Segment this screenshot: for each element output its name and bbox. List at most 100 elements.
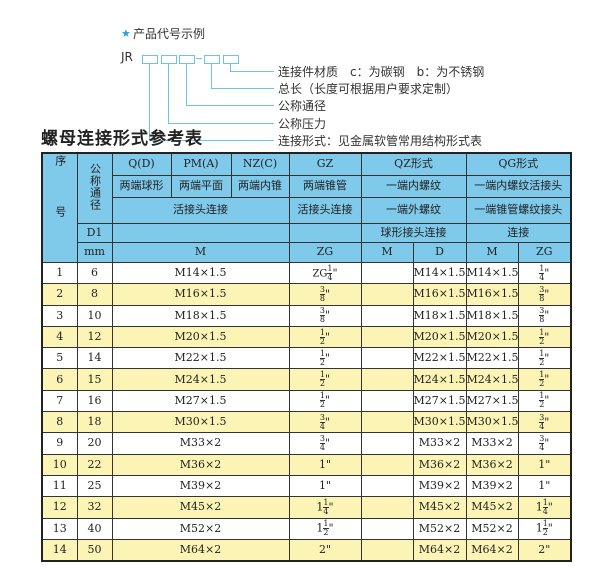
- cell-seq: 14: [41, 538, 78, 562]
- cell-zg: 1 2 ": [288, 389, 362, 413]
- header-desc: 一端内螺纹: [360, 175, 467, 198]
- cell-seq: 6: [41, 368, 78, 391]
- cell-qg-m: M30×1.5: [465, 411, 519, 434]
- cell-m: M20×1.5: [111, 325, 290, 349]
- cell-zg: 1 2 ": [288, 325, 362, 349]
- cell-seq: 12: [41, 496, 78, 519]
- cell-qg-zg: 1 4 ": [517, 261, 572, 285]
- cell-zg: 2": [288, 538, 362, 562]
- cell-qz-d: M36×2: [412, 453, 467, 476]
- cell-dn: 20: [76, 432, 113, 455]
- cell-m: M39×2: [111, 474, 290, 498]
- cell-zg: 3 4 ": [288, 411, 362, 434]
- table-row: 7 16 M27×1.5 1 2 " M27×1.5 M27×1.5 1 2 ": [41, 389, 572, 413]
- cell-m: M27×1.5: [111, 389, 290, 413]
- header-qg-m: M: [465, 242, 519, 263]
- header-seq: 序号: [41, 152, 78, 263]
- header-gz: GZ: [288, 152, 362, 176]
- cell-qz-m: [360, 517, 414, 540]
- cell-qz-m: [360, 496, 414, 519]
- cell-qg-zg: 1 1 2 ": [517, 517, 572, 540]
- cell-dn: 14: [76, 347, 113, 370]
- cell-qg-zg: 2": [517, 538, 572, 562]
- header-desc: 一端外螺纹: [360, 197, 467, 224]
- cell-seq: 8: [41, 411, 78, 434]
- cell-qg-m: M18×1.5: [465, 304, 519, 327]
- header-desc: 一端内螺纹活接头: [465, 175, 572, 198]
- cell-m: M33×2: [111, 432, 290, 455]
- header-zg: ZG: [288, 242, 362, 263]
- cell-dn: 40: [76, 517, 113, 540]
- header-empty: [288, 223, 362, 243]
- header-desc: 两端锥管: [288, 175, 362, 198]
- cell-dn: 50: [76, 538, 113, 562]
- cell-qg-zg: 1 2 ": [517, 347, 572, 370]
- cell-dn: 16: [76, 389, 113, 413]
- cell-m: M18×1.5: [111, 304, 290, 327]
- cell-qg-m: M36×2: [465, 453, 519, 476]
- code-box: [161, 55, 177, 64]
- header-pm: PM(A): [170, 152, 232, 176]
- header-desc: 两端内锥: [230, 175, 290, 198]
- cell-dn: 18: [76, 411, 113, 434]
- cell-qg-zg: 1": [517, 453, 572, 476]
- cell-qz-m: [360, 325, 414, 349]
- cell-qz-m: [360, 411, 414, 434]
- cell-dn: 25: [76, 474, 113, 498]
- code-box: [223, 55, 239, 64]
- cell-qz-m: [360, 538, 414, 562]
- cell-qg-m: M39×2: [465, 474, 519, 498]
- cell-qz-d: M14×1.5: [412, 261, 467, 285]
- table-row: 8 18 M30×1.5 3 4 " M30×1.5 M30×1.5 3 4 ": [41, 411, 572, 434]
- header-desc: 球形接头连接: [360, 223, 467, 243]
- cell-dn: 32: [76, 496, 113, 519]
- header-desc: 一端锥管螺纹接头: [465, 197, 572, 224]
- header-empty: [111, 223, 290, 243]
- table-title: 螺母连接形式参考表: [41, 129, 203, 149]
- cell-seq: 2: [41, 283, 78, 306]
- cell-zg: 1 1 2 ": [288, 517, 362, 540]
- legend-label-length: 总长（长度可根据用户要求定制）: [278, 82, 459, 96]
- cell-qg-zg: 1 2 ": [517, 325, 572, 349]
- header-desc: 两端平面: [170, 175, 232, 198]
- table-row: 14 50 M64×2 2" M64×2 M64×2 2": [41, 538, 572, 562]
- code-box: [142, 55, 158, 64]
- table-row: 4 12 M20×1.5 1 2 " M20×1.5 M20×1.5 1 2 ": [41, 325, 572, 349]
- cell-m: M64×2: [111, 538, 290, 562]
- cell-qg-zg: 3 4 ": [517, 432, 572, 455]
- cell-qg-m: M14×1.5: [465, 261, 519, 285]
- header-unit: mm: [76, 242, 113, 263]
- header-d1: D1: [76, 223, 113, 243]
- cell-qz-d: M18×1.5: [412, 304, 467, 327]
- cell-qg-m: M20×1.5: [465, 325, 519, 349]
- header-qg: QG形式: [465, 152, 572, 176]
- cell-seq: 13: [41, 517, 78, 540]
- cell-dn: 15: [76, 368, 113, 391]
- cell-zg: 3 8 ": [288, 304, 362, 327]
- legend-label-pressure: 公称压力: [278, 117, 327, 131]
- cell-qz-d: M16×1.5: [412, 283, 467, 306]
- cell-qg-m: M64×2: [465, 538, 519, 562]
- cell-dn: 8: [76, 283, 113, 306]
- cell-m: M24×1.5: [111, 368, 290, 391]
- header-qz-m: M: [360, 242, 414, 263]
- header-nz: NZ(C): [230, 152, 290, 176]
- cell-seq: 3: [41, 304, 78, 327]
- cell-seq: 4: [41, 325, 78, 349]
